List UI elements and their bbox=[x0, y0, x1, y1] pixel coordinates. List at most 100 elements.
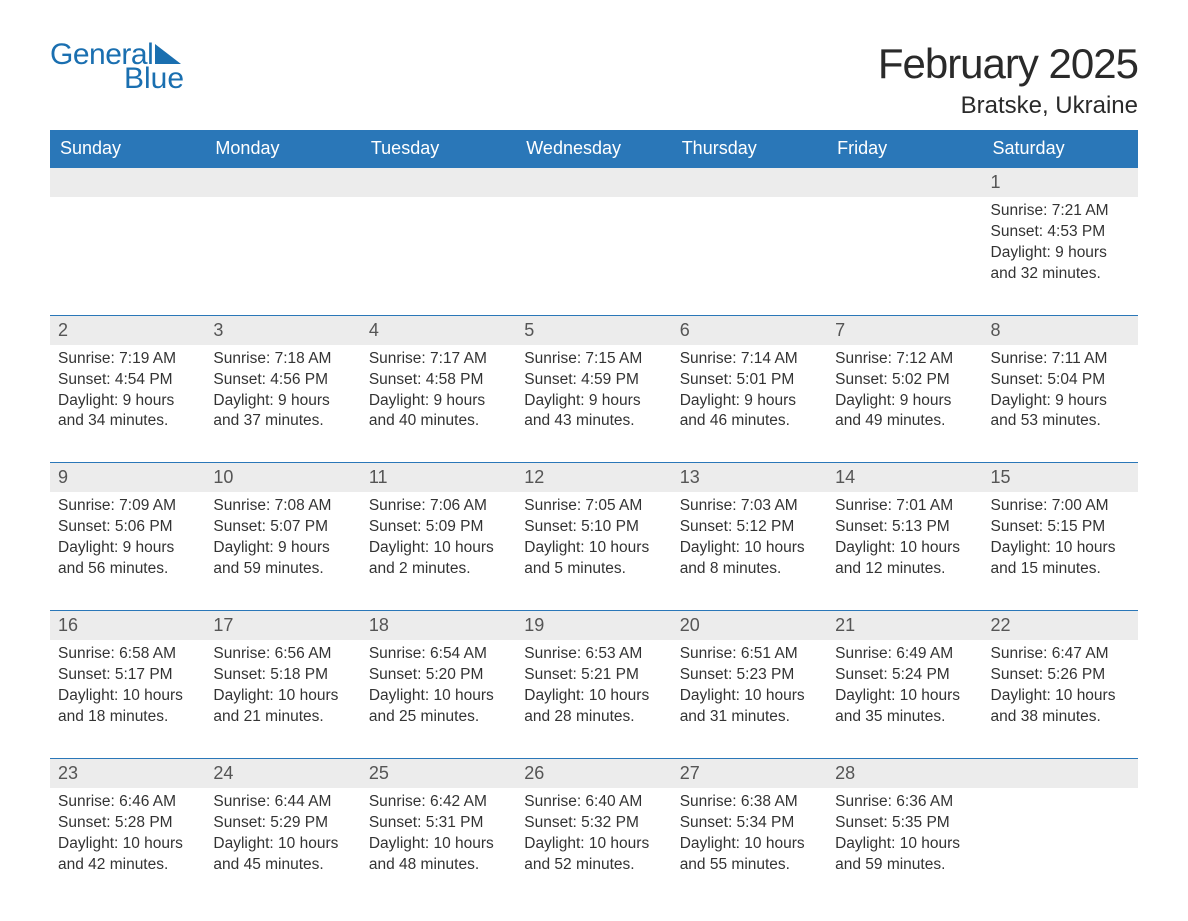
sunrise-line: Sunrise: 6:40 AM bbox=[524, 792, 663, 813]
day-detail: Sunrise: 6:36 AMSunset: 5:35 PMDaylight:… bbox=[827, 788, 982, 882]
day-number: 3 bbox=[205, 316, 360, 345]
daylight-line: Daylight: 10 hours and 45 minutes. bbox=[213, 834, 352, 876]
day-number: 22 bbox=[983, 611, 1138, 640]
day-number: 1 bbox=[983, 168, 1138, 197]
page-title: February 2025 bbox=[878, 40, 1138, 88]
location-label: Bratske, Ukraine bbox=[878, 92, 1138, 120]
calendar-cell: 5Sunrise: 7:15 AMSunset: 4:59 PMDaylight… bbox=[516, 315, 671, 463]
day-detail: Sunrise: 6:58 AMSunset: 5:17 PMDaylight:… bbox=[50, 640, 205, 758]
sunset-line: Sunset: 5:17 PM bbox=[58, 665, 197, 686]
day-detail: Sunrise: 7:14 AMSunset: 5:01 PMDaylight:… bbox=[672, 345, 827, 463]
day-number bbox=[827, 168, 982, 197]
day-header: Wednesday bbox=[516, 130, 671, 168]
daylight-line: Daylight: 9 hours and 59 minutes. bbox=[213, 538, 352, 580]
calendar-cell: 10Sunrise: 7:08 AMSunset: 5:07 PMDayligh… bbox=[205, 463, 360, 611]
sunset-line: Sunset: 5:34 PM bbox=[680, 813, 819, 834]
sunrise-line: Sunrise: 7:03 AM bbox=[680, 496, 819, 517]
sunrise-line: Sunrise: 7:14 AM bbox=[680, 349, 819, 370]
daylight-line: Daylight: 9 hours and 46 minutes. bbox=[680, 391, 819, 433]
calendar-cell bbox=[516, 168, 671, 316]
calendar-cell: 23Sunrise: 6:46 AMSunset: 5:28 PMDayligh… bbox=[50, 758, 205, 881]
calendar-cell: 16Sunrise: 6:58 AMSunset: 5:17 PMDayligh… bbox=[50, 611, 205, 759]
day-number: 6 bbox=[672, 316, 827, 345]
daylight-line: Daylight: 10 hours and 15 minutes. bbox=[991, 538, 1130, 580]
daylight-line: Daylight: 9 hours and 34 minutes. bbox=[58, 391, 197, 433]
day-detail: Sunrise: 6:38 AMSunset: 5:34 PMDaylight:… bbox=[672, 788, 827, 882]
sunrise-line: Sunrise: 7:00 AM bbox=[991, 496, 1130, 517]
day-detail: Sunrise: 7:19 AMSunset: 4:54 PMDaylight:… bbox=[50, 345, 205, 463]
calendar-cell: 18Sunrise: 6:54 AMSunset: 5:20 PMDayligh… bbox=[361, 611, 516, 759]
calendar-cell bbox=[205, 168, 360, 316]
day-detail: Sunrise: 6:42 AMSunset: 5:31 PMDaylight:… bbox=[361, 788, 516, 882]
daylight-line: Daylight: 10 hours and 42 minutes. bbox=[58, 834, 197, 876]
day-number: 15 bbox=[983, 463, 1138, 492]
calendar-cell: 28Sunrise: 6:36 AMSunset: 5:35 PMDayligh… bbox=[827, 758, 982, 881]
header-region: General Blue February 2025 Bratske, Ukra… bbox=[50, 40, 1138, 120]
daylight-line: Daylight: 10 hours and 38 minutes. bbox=[991, 686, 1130, 728]
day-detail: Sunrise: 7:15 AMSunset: 4:59 PMDaylight:… bbox=[516, 345, 671, 463]
calendar-week: 9Sunrise: 7:09 AMSunset: 5:06 PMDaylight… bbox=[50, 463, 1138, 611]
day-detail: Sunrise: 7:03 AMSunset: 5:12 PMDaylight:… bbox=[672, 492, 827, 610]
calendar-cell: 22Sunrise: 6:47 AMSunset: 5:26 PMDayligh… bbox=[983, 611, 1138, 759]
sunrise-line: Sunrise: 6:36 AM bbox=[835, 792, 974, 813]
sunset-line: Sunset: 5:07 PM bbox=[213, 517, 352, 538]
day-detail: Sunrise: 7:21 AMSunset: 4:53 PMDaylight:… bbox=[983, 197, 1138, 315]
sunrise-line: Sunrise: 7:15 AM bbox=[524, 349, 663, 370]
sunrise-line: Sunrise: 6:38 AM bbox=[680, 792, 819, 813]
day-detail: Sunrise: 7:06 AMSunset: 5:09 PMDaylight:… bbox=[361, 492, 516, 610]
day-number: 8 bbox=[983, 316, 1138, 345]
daylight-line: Daylight: 10 hours and 55 minutes. bbox=[680, 834, 819, 876]
sunrise-line: Sunrise: 7:19 AM bbox=[58, 349, 197, 370]
day-detail: Sunrise: 7:12 AMSunset: 5:02 PMDaylight:… bbox=[827, 345, 982, 463]
sunset-line: Sunset: 5:35 PM bbox=[835, 813, 974, 834]
day-detail: Sunrise: 6:47 AMSunset: 5:26 PMDaylight:… bbox=[983, 640, 1138, 758]
day-detail: Sunrise: 7:01 AMSunset: 5:13 PMDaylight:… bbox=[827, 492, 982, 610]
day-detail: Sunrise: 7:00 AMSunset: 5:15 PMDaylight:… bbox=[983, 492, 1138, 610]
day-number: 13 bbox=[672, 463, 827, 492]
sunrise-line: Sunrise: 7:12 AM bbox=[835, 349, 974, 370]
calendar-cell: 2Sunrise: 7:19 AMSunset: 4:54 PMDaylight… bbox=[50, 315, 205, 463]
calendar-week: 16Sunrise: 6:58 AMSunset: 5:17 PMDayligh… bbox=[50, 611, 1138, 759]
calendar-cell: 4Sunrise: 7:17 AMSunset: 4:58 PMDaylight… bbox=[361, 315, 516, 463]
daylight-line: Daylight: 10 hours and 31 minutes. bbox=[680, 686, 819, 728]
day-number: 2 bbox=[50, 316, 205, 345]
sunset-line: Sunset: 5:31 PM bbox=[369, 813, 508, 834]
sunrise-line: Sunrise: 7:17 AM bbox=[369, 349, 508, 370]
calendar-cell: 21 Sunrise: 6:49 AMSunset: 5:24 PMDayligh… bbox=[827, 611, 982, 759]
daylight-line: Daylight: 9 hours and 56 minutes. bbox=[58, 538, 197, 580]
day-detail: Sunrise: 7:08 AMSunset: 5:07 PMDaylight:… bbox=[205, 492, 360, 610]
day-number: 21 bbox=[827, 611, 982, 640]
day-number: 27 bbox=[672, 759, 827, 788]
day-detail: Sunrise: 6:54 AMSunset: 5:20 PMDaylight:… bbox=[361, 640, 516, 758]
day-number: 4 bbox=[361, 316, 516, 345]
sunrise-line: Sunrise: 7:05 AM bbox=[524, 496, 663, 517]
title-block: February 2025 Bratske, Ukraine bbox=[878, 40, 1138, 120]
day-number: 19 bbox=[516, 611, 671, 640]
day-number: 17 bbox=[205, 611, 360, 640]
day-number: 18 bbox=[361, 611, 516, 640]
day-detail: Sunrise: 7:09 AMSunset: 5:06 PMDaylight:… bbox=[50, 492, 205, 610]
day-number: 11 bbox=[361, 463, 516, 492]
daylight-line: Daylight: 10 hours and 21 minutes. bbox=[213, 686, 352, 728]
sunrise-line: Sunrise: 6:54 AM bbox=[369, 644, 508, 665]
daylight-line: Daylight: 10 hours and 5 minutes. bbox=[524, 538, 663, 580]
sunrise-line: Sunrise: 7:08 AM bbox=[213, 496, 352, 517]
daylight-line: Daylight: 9 hours and 37 minutes. bbox=[213, 391, 352, 433]
sunrise-line: Sunrise: 6:47 AM bbox=[991, 644, 1130, 665]
daylight-line: Daylight: 10 hours and 18 minutes. bbox=[58, 686, 197, 728]
sunset-line: Sunset: 5:06 PM bbox=[58, 517, 197, 538]
day-detail: Sunrise: 7:05 AMSunset: 5:10 PMDaylight:… bbox=[516, 492, 671, 610]
daylight-line: Daylight: 10 hours and 8 minutes. bbox=[680, 538, 819, 580]
day-number: 26 bbox=[516, 759, 671, 788]
daylight-line: Daylight: 10 hours and 35 minutes. bbox=[835, 686, 974, 728]
sunrise-line: Sunrise: 6:51 AM bbox=[680, 644, 819, 665]
day-detail: Sunrise: 7:18 AMSunset: 4:56 PMDaylight:… bbox=[205, 345, 360, 463]
calendar-cell: 13Sunrise: 7:03 AMSunset: 5:12 PMDayligh… bbox=[672, 463, 827, 611]
sunrise-line: Sunrise: 6:58 AM bbox=[58, 644, 197, 665]
day-detail: Sunrise: 7:17 AMSunset: 4:58 PMDaylight:… bbox=[361, 345, 516, 463]
sunset-line: Sunset: 5:24 PM bbox=[835, 665, 974, 686]
day-number: 10 bbox=[205, 463, 360, 492]
sunrise-line: Sunrise: 6:49 AM bbox=[835, 644, 974, 665]
sunrise-line: Sunrise: 6:46 AM bbox=[58, 792, 197, 813]
day-number: 12 bbox=[516, 463, 671, 492]
